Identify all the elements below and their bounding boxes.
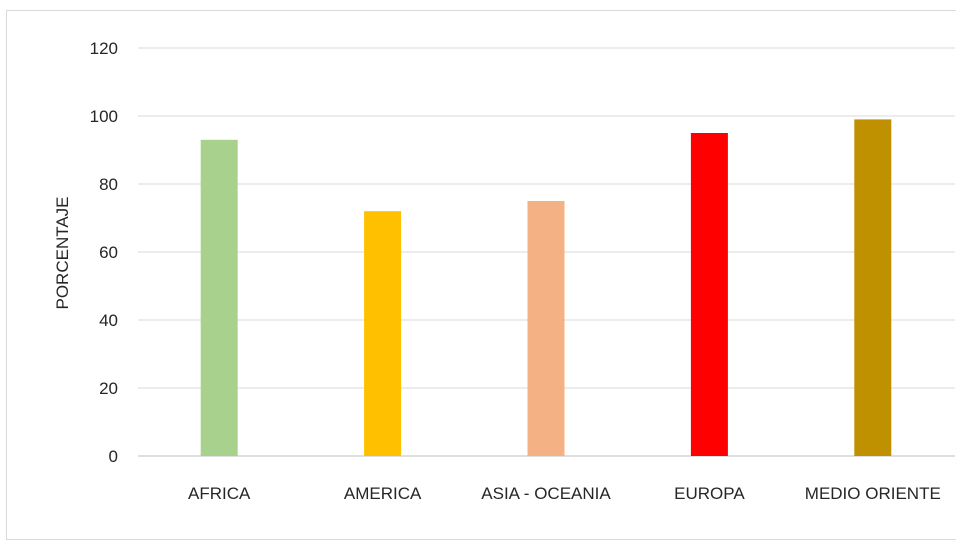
y-tick-label: 20 [99,379,118,398]
y-axis-title: PORCENTAJE [53,196,72,309]
y-tick-label: 80 [99,175,118,194]
bar-america [364,211,402,456]
x-tick-label: AFRICA [188,484,251,503]
bar-medio-oriente [854,119,892,457]
x-axis-ticks: AFRICA AMERICA ASIA - OCEANIA EUROPA MEDIO O… [188,484,941,503]
bar-asia-oceania [527,201,565,456]
y-tick-label: 0 [109,447,118,466]
bar-africa [200,139,238,457]
bars [200,119,892,457]
y-tick-label: 60 [99,243,118,262]
chart-frame [6,10,956,540]
bar-europa [690,133,728,456]
x-tick-label: AMERICA [344,484,422,503]
x-tick-label: EUROPA [674,484,745,503]
x-tick-label: MEDIO ORIENTE [805,484,941,503]
y-tick-label: 100 [90,107,118,126]
x-tick-label: ASIA - OCEANIA [481,484,611,503]
y-tick-label: 120 [90,39,118,58]
y-axis-ticks: 0 20 40 60 80 100 120 [90,39,118,466]
y-tick-label: 40 [99,311,118,330]
